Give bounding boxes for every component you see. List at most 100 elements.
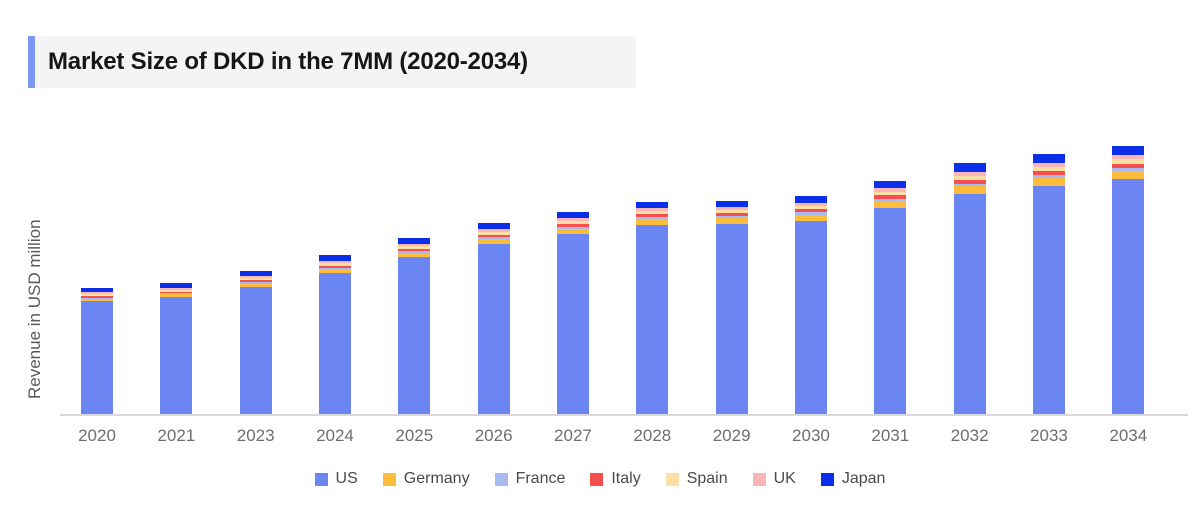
bar-segment-germany[interactable] <box>1112 170 1145 179</box>
bar-segment-italy[interactable] <box>874 195 907 199</box>
bar-segment-france[interactable] <box>794 212 827 215</box>
bar-segment-uk[interactable] <box>556 217 589 221</box>
bar-segment-germany[interactable] <box>81 298 113 301</box>
bar-column-2030[interactable] <box>794 195 827 414</box>
bar-column-2024[interactable] <box>318 255 351 414</box>
bar-column-2031[interactable] <box>874 180 907 414</box>
bar-segment-spain[interactable] <box>477 231 510 235</box>
bar-segment-spain[interactable] <box>874 191 907 195</box>
bar-segment-us[interactable] <box>1032 186 1065 414</box>
bar-segment-us[interactable] <box>318 273 351 414</box>
bar-segment-uk[interactable] <box>1112 155 1145 159</box>
bar-segment-uk[interactable] <box>715 207 748 210</box>
bar-column-2021[interactable] <box>160 283 193 414</box>
bar-segment-germany[interactable] <box>239 283 272 287</box>
bar-segment-italy[interactable] <box>1032 171 1065 175</box>
bar-segment-us[interactable] <box>1112 179 1145 414</box>
bar-segment-uk[interactable] <box>160 287 193 290</box>
legend-item-germany[interactable]: Germany <box>382 470 470 488</box>
bar-segment-germany[interactable] <box>477 239 510 244</box>
bar-segment-germany[interactable] <box>398 252 431 257</box>
bar-segment-spain[interactable] <box>794 205 827 209</box>
bar-segment-uk[interactable] <box>81 292 113 294</box>
bar-segment-germany[interactable] <box>794 214 827 221</box>
bar-column-2034[interactable] <box>1112 145 1145 414</box>
bar-column-2025[interactable] <box>398 238 431 414</box>
bar-segment-us[interactable] <box>715 224 748 414</box>
bar-segment-france[interactable] <box>318 267 351 269</box>
bar-segment-uk[interactable] <box>239 276 272 278</box>
bar-segment-japan[interactable] <box>953 163 986 172</box>
bar-segment-france[interactable] <box>477 237 510 239</box>
bar-segment-spain[interactable] <box>636 211 669 214</box>
bar-segment-uk[interactable] <box>477 229 510 232</box>
bar-segment-italy[interactable] <box>715 213 748 216</box>
bar-column-2029[interactable] <box>715 200 748 414</box>
bar-segment-italy[interactable] <box>318 265 351 268</box>
bar-segment-germany[interactable] <box>318 269 351 273</box>
bar-segment-us[interactable] <box>874 208 907 414</box>
bar-segment-spain[interactable] <box>398 246 431 249</box>
bar-segment-spain[interactable] <box>556 220 589 224</box>
bar-segment-japan[interactable] <box>318 255 351 261</box>
legend-item-uk[interactable]: UK <box>752 470 796 488</box>
bar-segment-uk[interactable] <box>318 260 351 263</box>
bar-segment-france[interactable] <box>160 293 193 294</box>
bar-segment-france[interactable] <box>239 282 272 284</box>
bar-segment-spain[interactable] <box>318 263 351 266</box>
bar-segment-us[interactable] <box>239 287 272 414</box>
bar-segment-japan[interactable] <box>874 180 907 188</box>
bar-segment-germany[interactable] <box>160 294 193 297</box>
bar-segment-italy[interactable] <box>1112 163 1145 168</box>
bar-segment-us[interactable] <box>398 257 431 414</box>
bar-column-2027[interactable] <box>556 211 589 414</box>
bar-segment-france[interactable] <box>1032 175 1065 178</box>
bar-segment-spain[interactable] <box>239 278 272 280</box>
bar-segment-us[interactable] <box>477 244 510 414</box>
bar-segment-japan[interactable] <box>794 195 827 203</box>
bar-column-2032[interactable] <box>953 163 986 414</box>
bar-column-2026[interactable] <box>477 223 510 414</box>
bar-segment-japan[interactable] <box>556 211 589 218</box>
bar-segment-france[interactable] <box>874 198 907 201</box>
bar-segment-germany[interactable] <box>636 219 669 225</box>
bar-segment-japan[interactable] <box>239 271 272 276</box>
bar-segment-france[interactable] <box>953 183 986 186</box>
bar-segment-italy[interactable] <box>81 296 113 298</box>
bar-segment-us[interactable] <box>160 297 193 414</box>
bar-segment-italy[interactable] <box>636 214 669 217</box>
legend-item-spain[interactable]: Spain <box>665 470 728 488</box>
bar-segment-us[interactable] <box>81 301 113 414</box>
bar-segment-uk[interactable] <box>1032 163 1065 167</box>
legend-item-italy[interactable]: Italy <box>590 470 641 488</box>
bar-segment-japan[interactable] <box>636 201 669 208</box>
bar-segment-france[interactable] <box>556 226 589 229</box>
bar-column-2020[interactable] <box>81 287 113 414</box>
bar-segment-france[interactable] <box>1112 167 1145 171</box>
legend-item-japan[interactable]: Japan <box>820 470 885 488</box>
bar-segment-japan[interactable] <box>81 287 113 292</box>
bar-segment-japan[interactable] <box>1032 154 1065 163</box>
bar-segment-italy[interactable] <box>239 280 272 282</box>
bar-segment-italy[interactable] <box>953 179 986 184</box>
bar-segment-japan[interactable] <box>160 283 193 288</box>
bar-segment-uk[interactable] <box>874 188 907 192</box>
bar-segment-germany[interactable] <box>1032 178 1065 186</box>
bar-segment-spain[interactable] <box>1112 159 1145 164</box>
bar-segment-france[interactable] <box>398 251 431 253</box>
bar-segment-us[interactable] <box>794 221 827 414</box>
bar-segment-us[interactable] <box>953 194 986 414</box>
bar-segment-spain[interactable] <box>1032 167 1065 171</box>
bar-column-2023[interactable] <box>239 271 272 414</box>
bar-segment-uk[interactable] <box>794 202 827 206</box>
bar-segment-uk[interactable] <box>953 172 986 176</box>
bar-segment-japan[interactable] <box>477 223 510 229</box>
legend-item-us[interactable]: US <box>314 470 358 488</box>
bar-segment-italy[interactable] <box>160 291 193 293</box>
bar-segment-uk[interactable] <box>398 243 431 246</box>
bar-segment-spain[interactable] <box>953 175 986 180</box>
bar-segment-france[interactable] <box>81 297 113 299</box>
bar-segment-france[interactable] <box>636 217 669 219</box>
bar-segment-france[interactable] <box>715 216 748 218</box>
bar-segment-germany[interactable] <box>874 201 907 208</box>
